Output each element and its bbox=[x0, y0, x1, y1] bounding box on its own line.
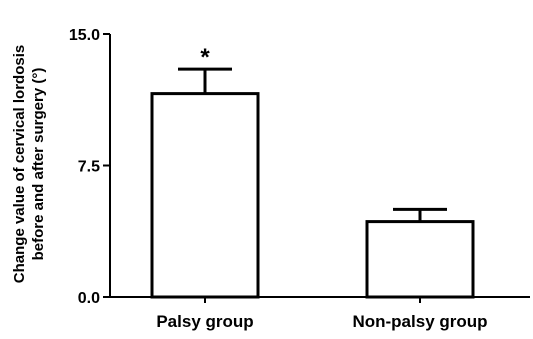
y-axis-title: Change value of cervical lordosis before… bbox=[11, 45, 47, 283]
category-label-1: Non-palsy group bbox=[352, 312, 487, 331]
y-tick-label-0: 0.0 bbox=[78, 290, 100, 307]
y-tick-label-1: 7.5 bbox=[78, 159, 100, 176]
bar-1 bbox=[365, 220, 475, 299]
y-axis-title-line-1: Change value of cervical lordosis bbox=[11, 45, 28, 283]
y-axis-title-line-2: before and after surgery (°) bbox=[30, 68, 47, 261]
bar-0 bbox=[150, 92, 260, 299]
y-tick-label-2: 15.0 bbox=[69, 27, 100, 44]
significance-marker-0: * bbox=[200, 44, 210, 71]
category-label-0: Palsy group bbox=[156, 312, 253, 331]
